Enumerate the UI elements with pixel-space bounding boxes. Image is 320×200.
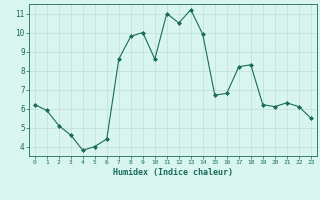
X-axis label: Humidex (Indice chaleur): Humidex (Indice chaleur) [113, 168, 233, 177]
